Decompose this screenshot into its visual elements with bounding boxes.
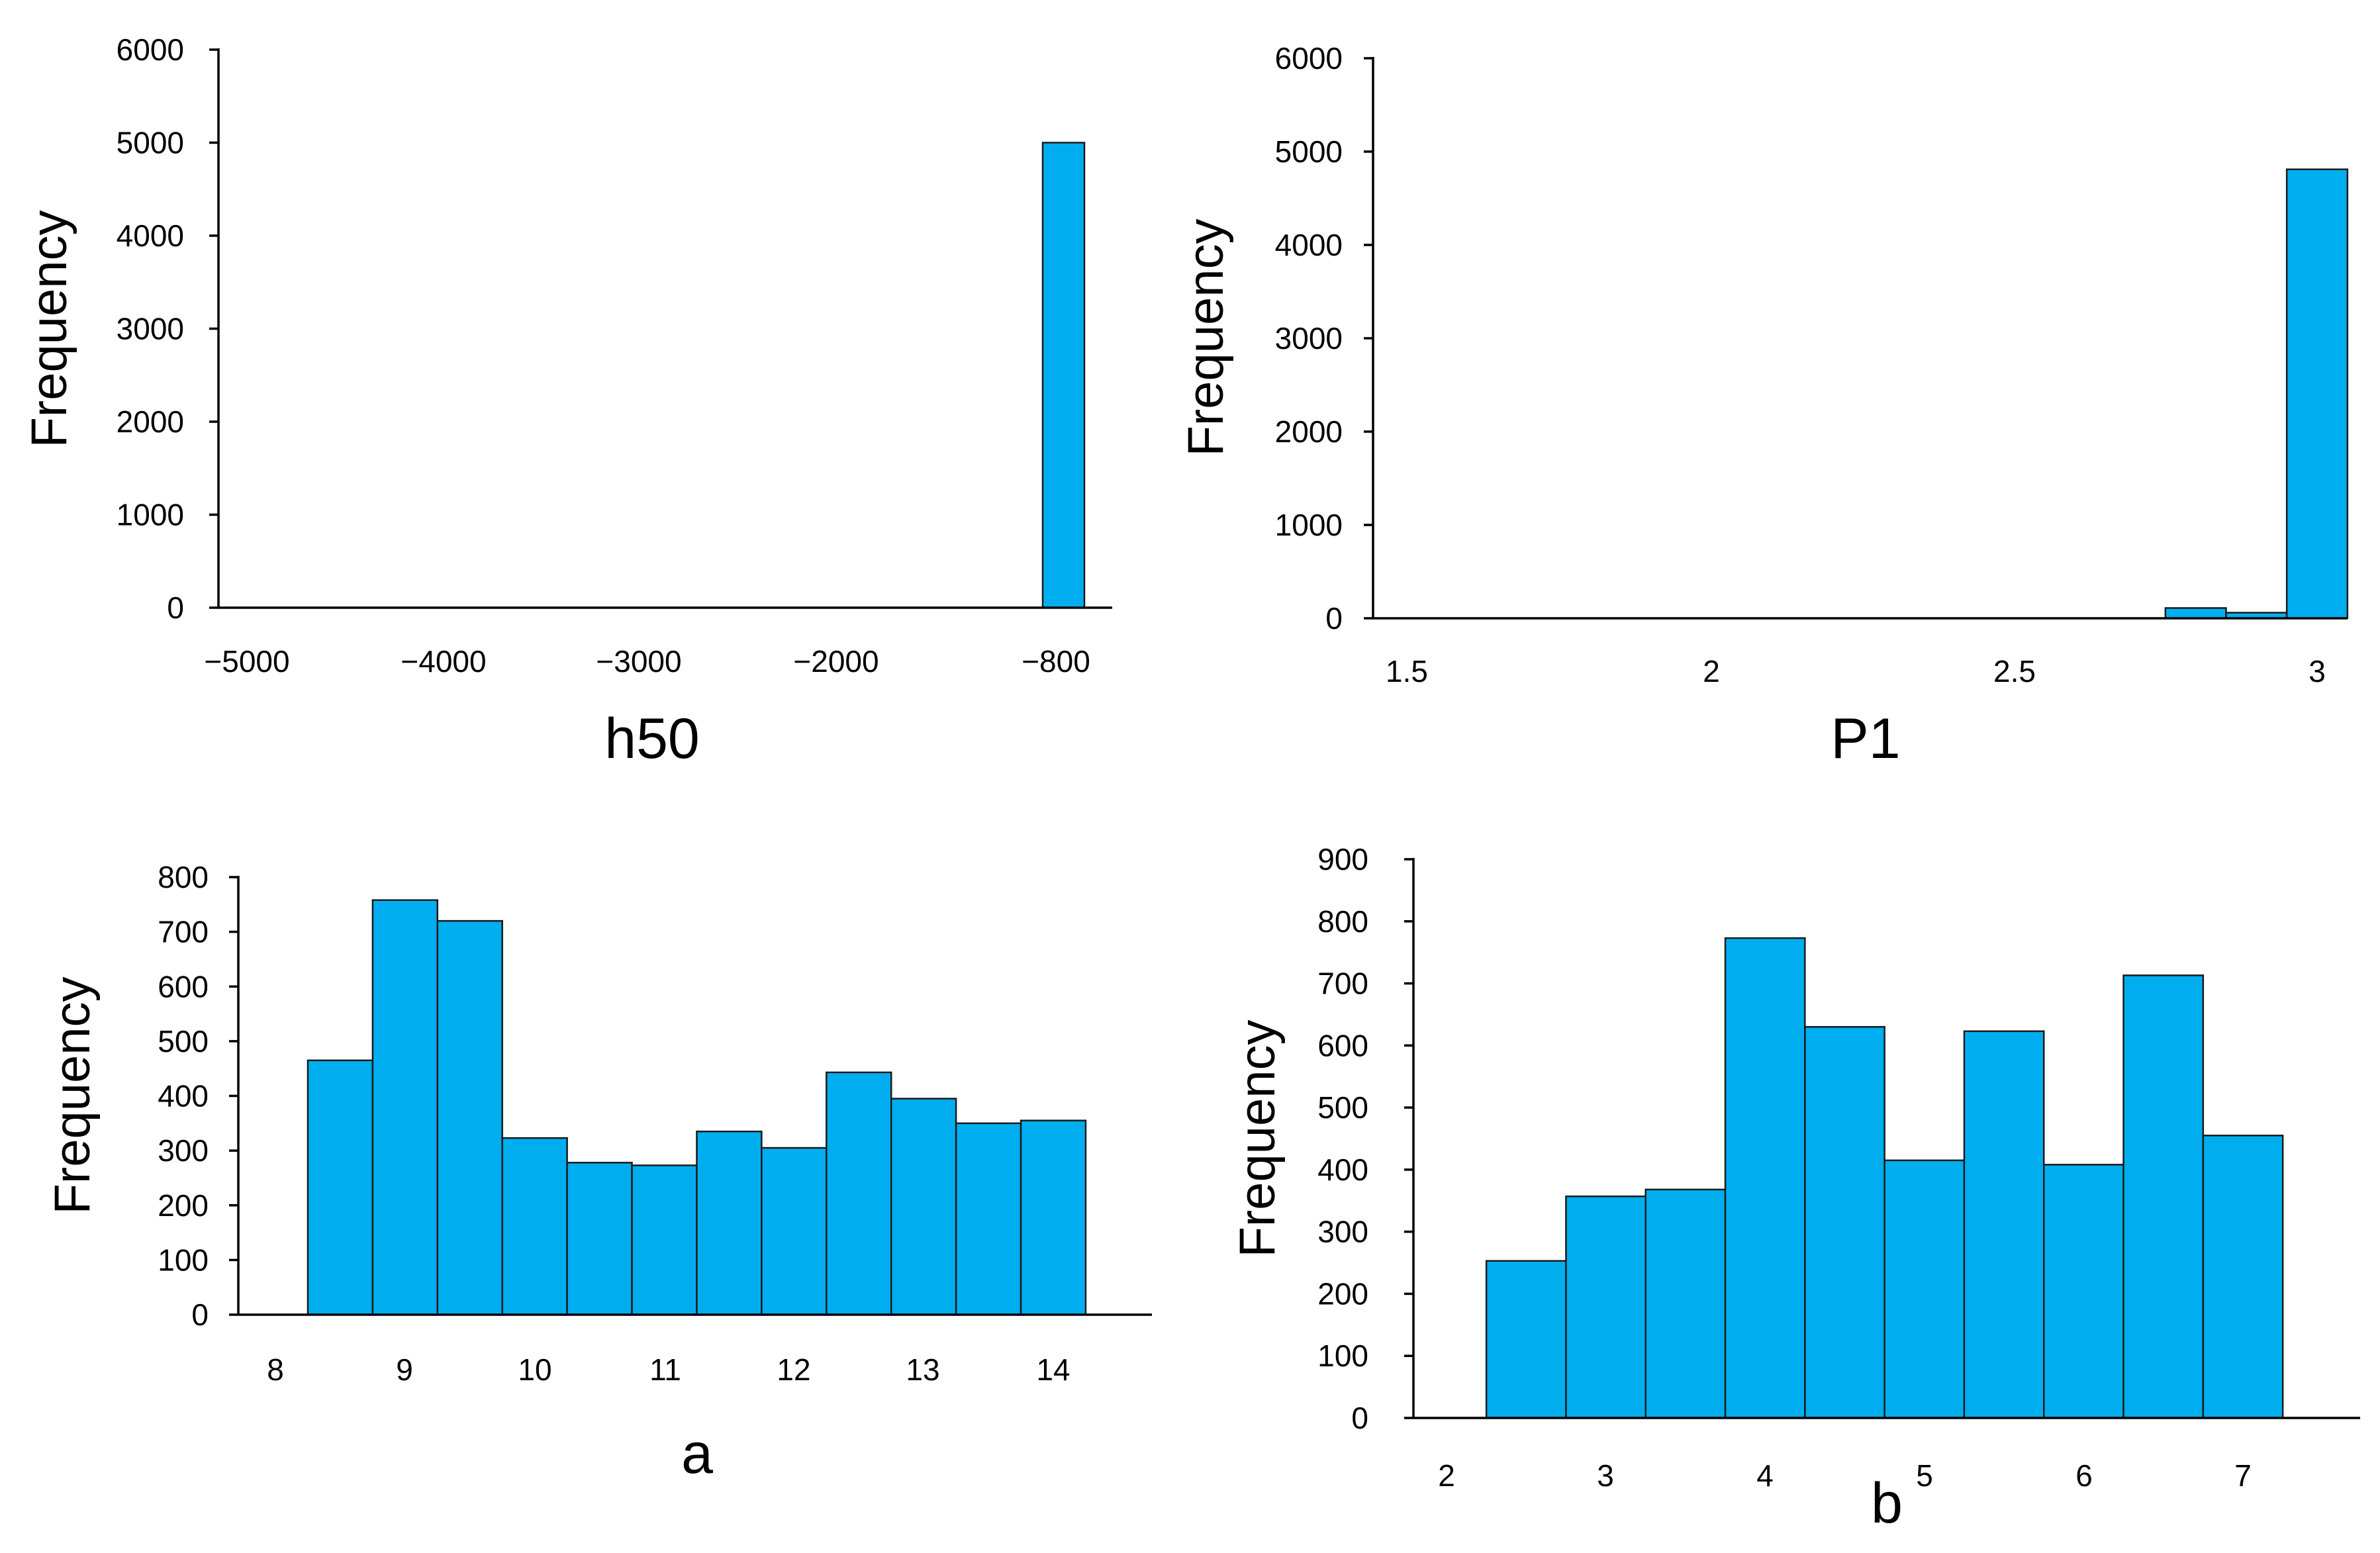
chart-3-y-tick-label-2: 700 bbox=[158, 915, 209, 949]
chart-4-bar-6 bbox=[1883, 1159, 1966, 1419]
chart-3-y-tick-label-6: 300 bbox=[158, 1133, 209, 1168]
chart-1-y-tick-label-7: 0 bbox=[167, 590, 184, 625]
chart-3-y-tick-label-9: 0 bbox=[191, 1297, 209, 1332]
chart-2-y-tick-label-4: 3000 bbox=[1275, 321, 1343, 355]
chart-1-x-tick-label-2: −4000 bbox=[401, 644, 486, 679]
chart-2-x-tick-label-1: 1.5 bbox=[1386, 654, 1428, 688]
chart-4-y-tick-label-9: 100 bbox=[1317, 1339, 1368, 1373]
chart-4-y-tick-label-3: 700 bbox=[1317, 966, 1368, 1001]
chart-2-bar-3 bbox=[2285, 168, 2349, 620]
chart-3-x-tick-label-1: 8 bbox=[267, 1352, 284, 1387]
chart-2-x-tick-label-3: 2.5 bbox=[1993, 654, 2036, 688]
chart-4-bar-9 bbox=[2122, 974, 2205, 1419]
chart-1-x-tick-label-4: −2000 bbox=[793, 644, 879, 679]
chart-1-y-tick-label-1: 6000 bbox=[117, 32, 184, 67]
chart-2-y-tick-label-5: 2000 bbox=[1275, 414, 1343, 449]
chart-3-bar-4 bbox=[501, 1137, 568, 1316]
chart-4-x-axis-title: b bbox=[1871, 1472, 1903, 1535]
chart-1-y-tick-label-6: 1000 bbox=[117, 498, 184, 532]
chart-1-y-tick-label-2: 5000 bbox=[117, 126, 184, 160]
chart-4-y-tick-label-7: 300 bbox=[1317, 1215, 1368, 1249]
chart-3-bar-11 bbox=[955, 1122, 1022, 1316]
chart-1-y-tick-label-5: 2000 bbox=[117, 404, 184, 439]
chart-3-y-tick-label-8: 100 bbox=[158, 1243, 209, 1277]
chart-3-x-tick-label-2: 9 bbox=[396, 1352, 413, 1387]
chart-3-bar-7 bbox=[696, 1130, 763, 1316]
chart-1-x-axis-title: h50 bbox=[604, 707, 700, 771]
chart-2-y-tick-label-2: 5000 bbox=[1275, 134, 1343, 169]
chart-4-x-tick-label-4: 5 bbox=[1916, 1458, 1933, 1493]
chart-4-bar-10 bbox=[2202, 1135, 2284, 1419]
chart-4-y-tick-label-5: 500 bbox=[1317, 1090, 1368, 1125]
chart-4-bar-5 bbox=[1804, 1025, 1885, 1419]
chart-1-x-tick-label-1: −5000 bbox=[204, 644, 289, 679]
chart-4-bar-1 bbox=[1485, 1260, 1567, 1419]
chart-3-y-tick-label-3: 600 bbox=[158, 969, 209, 1004]
chart-3-x-axis-title: a bbox=[681, 1422, 713, 1485]
chart-1-x-tick-label-3: −3000 bbox=[596, 644, 681, 679]
chart-3-y-axis-title: Frequency bbox=[44, 976, 101, 1214]
chart-2-bar-1 bbox=[2164, 607, 2227, 620]
chart-3-bar-12 bbox=[1020, 1119, 1087, 1316]
chart-2-y-tick-label-6: 1000 bbox=[1275, 508, 1343, 542]
chart-4-x-tick-label-1: 2 bbox=[1438, 1458, 1455, 1493]
chart-2-y-tick-label-7: 0 bbox=[1325, 601, 1343, 635]
chart-1-y-tick-label-3: 4000 bbox=[117, 218, 184, 253]
chart-3-bar-2 bbox=[371, 899, 439, 1316]
chart-4-bar-3 bbox=[1644, 1188, 1727, 1419]
chart-4-y-tick-label-10: 0 bbox=[1351, 1401, 1368, 1435]
chart-4-bar-2 bbox=[1565, 1195, 1646, 1419]
chart-3-x-tick-label-4: 11 bbox=[649, 1352, 681, 1387]
chart-3-bar-10 bbox=[890, 1098, 957, 1316]
chart-4-y-tick-label-4: 600 bbox=[1317, 1028, 1368, 1062]
chart-3-bar-6 bbox=[631, 1164, 698, 1316]
chart-2-x-tick-label-2: 2 bbox=[1703, 654, 1720, 688]
chart-4-bar-4 bbox=[1724, 937, 1806, 1419]
chart-4-x-tick-label-3: 4 bbox=[1756, 1458, 1774, 1493]
chart-4-x-tick-label-5: 6 bbox=[2075, 1458, 2093, 1493]
chart-1-x-tick-label-5: −800 bbox=[1022, 644, 1090, 679]
chart-1-y-axis-title: Frequency bbox=[21, 210, 77, 447]
chart-3-bar-8 bbox=[761, 1147, 828, 1316]
chart-4-y-tick-label-1: 900 bbox=[1317, 842, 1368, 876]
chart-4-x-tick-label-2: 3 bbox=[1597, 1458, 1614, 1493]
chart-2-y-axis-title: Frequency bbox=[1178, 218, 1234, 456]
chart-3-y-tick-label-7: 200 bbox=[158, 1188, 209, 1223]
chart-4-bar-7 bbox=[1963, 1030, 2045, 1419]
chart-4-y-tick-label-2: 800 bbox=[1317, 904, 1368, 939]
chart-3-x-tick-label-3: 10 bbox=[518, 1352, 551, 1387]
chart-4-bar-8 bbox=[2043, 1164, 2124, 1419]
chart-3-y-tick-label-5: 400 bbox=[158, 1079, 209, 1113]
chart-3-x-tick-label-7: 14 bbox=[1036, 1352, 1070, 1387]
chart-3-bar-5 bbox=[566, 1162, 633, 1316]
chart-3-x-tick-label-6: 13 bbox=[906, 1352, 939, 1387]
chart-1-y-tick-label-4: 3000 bbox=[117, 312, 184, 346]
chart-3-bar-9 bbox=[826, 1071, 892, 1316]
chart-3-y-tick-label-4: 500 bbox=[158, 1024, 209, 1059]
chart-2-y-tick-label-1: 6000 bbox=[1275, 41, 1343, 75]
chart-3-y-tick-label-1: 800 bbox=[158, 860, 209, 894]
chart-2-x-axis-title: P1 bbox=[1831, 707, 1900, 771]
chart-4-y-tick-label-6: 400 bbox=[1317, 1153, 1368, 1187]
chart-4-y-tick-label-8: 200 bbox=[1317, 1276, 1368, 1311]
chart-2-y-tick-label-3: 4000 bbox=[1275, 228, 1343, 262]
chart-2-x-tick-label-4: 3 bbox=[2309, 654, 2326, 688]
chart-3-bar-3 bbox=[436, 919, 503, 1316]
chart-4-x-tick-label-6: 7 bbox=[2234, 1458, 2252, 1493]
chart-3-bar-1 bbox=[307, 1059, 374, 1316]
chart-4-y-axis-title: Frequency bbox=[1229, 1019, 1286, 1257]
chart-1-bar-1 bbox=[1041, 142, 1086, 609]
chart-3-x-tick-label-5: 12 bbox=[777, 1352, 810, 1387]
